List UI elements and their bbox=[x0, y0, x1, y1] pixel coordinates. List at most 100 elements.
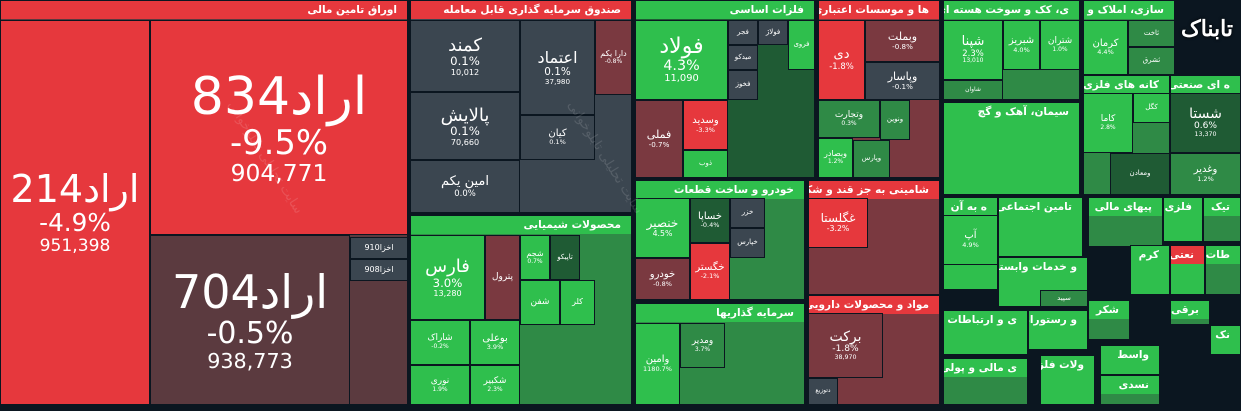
tile-change: -9.5% bbox=[229, 122, 329, 162]
sector-title: ی مالی و پولی bbox=[944, 359, 1027, 377]
tile-symbol: خساپا bbox=[698, 210, 722, 222]
tile-symbol: کلر bbox=[572, 297, 583, 307]
tile-change: 3.7% bbox=[694, 346, 711, 354]
tile-symbol: فروی bbox=[793, 40, 810, 49]
sector: ولات فلزی bbox=[1040, 355, 1095, 405]
tile-volume: 13,370 bbox=[1194, 131, 1217, 139]
tile-symbol: شکبیر bbox=[483, 375, 507, 386]
sector: واسط bbox=[1100, 345, 1160, 375]
tile-symbol: نوری bbox=[430, 375, 450, 386]
tile: پالایش 0.1% 70,660 bbox=[410, 92, 520, 160]
tile: فجر bbox=[728, 20, 758, 45]
tile: خودرو -0.8% bbox=[635, 258, 690, 300]
tile: اخزا908 bbox=[350, 259, 408, 281]
sector-title: پیهای مالی bbox=[1089, 198, 1162, 216]
tile: خساپا -0.4% bbox=[690, 198, 730, 243]
tile-volume: 10,012 bbox=[450, 66, 480, 77]
sector-body bbox=[1101, 364, 1159, 374]
tile-symbol: دتوزیع bbox=[815, 387, 831, 395]
tile-change: -0.4% bbox=[700, 221, 720, 230]
sector: و رستوران bbox=[1028, 310, 1088, 350]
tile: خنصیر 4.5% bbox=[635, 198, 690, 258]
tile-change: 2.8% bbox=[1100, 123, 1116, 131]
tile: شجم 0.7% bbox=[520, 235, 550, 280]
tile: شفن bbox=[520, 280, 560, 325]
sector-title: کرم bbox=[1131, 246, 1169, 264]
tile: وپاسار -0.1% bbox=[865, 62, 940, 100]
sector-title: ولات فلزی bbox=[1041, 356, 1094, 374]
tile-symbol: ثشرق bbox=[1142, 56, 1161, 65]
tile: اراد704 -0.5% 938,773 bbox=[150, 235, 350, 405]
tile: تاپیکو bbox=[550, 235, 580, 280]
tile-change: -1.8% bbox=[829, 61, 854, 72]
sector-title: مواد و محصولات دارویی bbox=[809, 296, 939, 314]
tile-symbol: وتجارت bbox=[834, 109, 864, 120]
tile-symbol: شفن bbox=[530, 296, 550, 307]
tile-symbol: اراد834 bbox=[190, 66, 368, 127]
sector-title: نسدی bbox=[1101, 376, 1159, 394]
tile-symbol: برکت bbox=[829, 328, 862, 345]
sector-title: تامین اجتماعی bbox=[999, 198, 1082, 216]
tile-change: -3.2% bbox=[826, 224, 850, 234]
tile: فارس 3.0% 13,280 bbox=[410, 235, 485, 320]
tile-symbol: کیان bbox=[548, 127, 567, 139]
tile-change: 0.6% bbox=[1193, 121, 1218, 132]
sector-body bbox=[999, 216, 1082, 256]
tile-symbol: شبریز bbox=[1008, 35, 1035, 47]
tile: کیان 0.1% bbox=[520, 115, 595, 160]
tile: شبریز 4.0% bbox=[1003, 20, 1040, 70]
tile-symbol: کمند bbox=[448, 34, 482, 56]
tile-symbol: ثاخت bbox=[1143, 28, 1160, 37]
tile-symbol: دی bbox=[833, 47, 850, 63]
tile-symbol: وبملت bbox=[887, 30, 918, 44]
tile-symbol: کاما bbox=[1100, 113, 1116, 124]
tile-change: -2.1% bbox=[700, 272, 720, 281]
sector-body bbox=[944, 377, 1027, 404]
tile: خپارس bbox=[730, 228, 765, 258]
tile-volume: 13,010 bbox=[962, 57, 984, 65]
tile-symbol: کرمان bbox=[1092, 37, 1119, 49]
sector-body bbox=[944, 121, 1079, 194]
tile-change: 0.1% bbox=[544, 65, 571, 78]
tile-symbol: پالایش bbox=[440, 104, 490, 126]
tile-symbol: غگلستا bbox=[820, 211, 856, 226]
tile: وبصادر 1.2% bbox=[818, 138, 853, 178]
tile-change: 3.9% bbox=[486, 343, 504, 352]
tile: شاراک -0.2% bbox=[410, 320, 470, 365]
tile-symbol: شاراک bbox=[427, 333, 453, 344]
tile: شاوان bbox=[943, 80, 1003, 100]
sector-title: محصولات شیمیایی bbox=[411, 216, 631, 234]
tile-change: 0.1% bbox=[450, 54, 480, 69]
sector-body bbox=[1204, 216, 1240, 241]
sector-title: واسط bbox=[1101, 346, 1159, 364]
tile: کاما 2.8% bbox=[1083, 93, 1133, 153]
sector: فلزی bbox=[1163, 197, 1203, 242]
sector-title: و رستوران bbox=[1029, 311, 1087, 329]
tile: خزر bbox=[730, 198, 765, 228]
sector-title: فلزات اساسی bbox=[636, 1, 814, 19]
sector-title: کانه های فلزی bbox=[1084, 76, 1169, 94]
tile-symbol: کگل bbox=[1145, 103, 1158, 112]
tile-symbol: فولاد bbox=[659, 34, 704, 60]
tile: خگستر -2.1% bbox=[690, 243, 730, 300]
sector: ی مالی و پولی bbox=[943, 358, 1028, 405]
tile-change: -0.2% bbox=[431, 343, 449, 351]
tile-symbol: خگستر bbox=[695, 261, 725, 273]
tile-change: 2.3% bbox=[962, 48, 984, 59]
tile-change: 0.1% bbox=[450, 124, 480, 139]
tile: ذوب bbox=[683, 150, 728, 178]
tile-symbol: بوعلی bbox=[482, 332, 508, 344]
tile-volume: 951,398 bbox=[39, 236, 111, 257]
sector-title: ی، کک و سوخت هسته ای bbox=[944, 1, 1079, 19]
sector-body bbox=[1131, 264, 1169, 294]
tile-change: 4.9% bbox=[962, 240, 979, 249]
tile-change: 4.4% bbox=[1097, 48, 1114, 57]
tile-symbol: اراد214 bbox=[10, 167, 140, 212]
tile-symbol: اعتماد bbox=[537, 48, 578, 68]
tile: میدکو bbox=[728, 45, 758, 70]
tile-symbol: اخزا910 bbox=[364, 242, 394, 252]
tile-change: -0.5% bbox=[206, 315, 294, 351]
tile-symbol: وغدیر bbox=[1193, 164, 1218, 176]
tile: غگلستا -3.2% bbox=[808, 198, 868, 248]
